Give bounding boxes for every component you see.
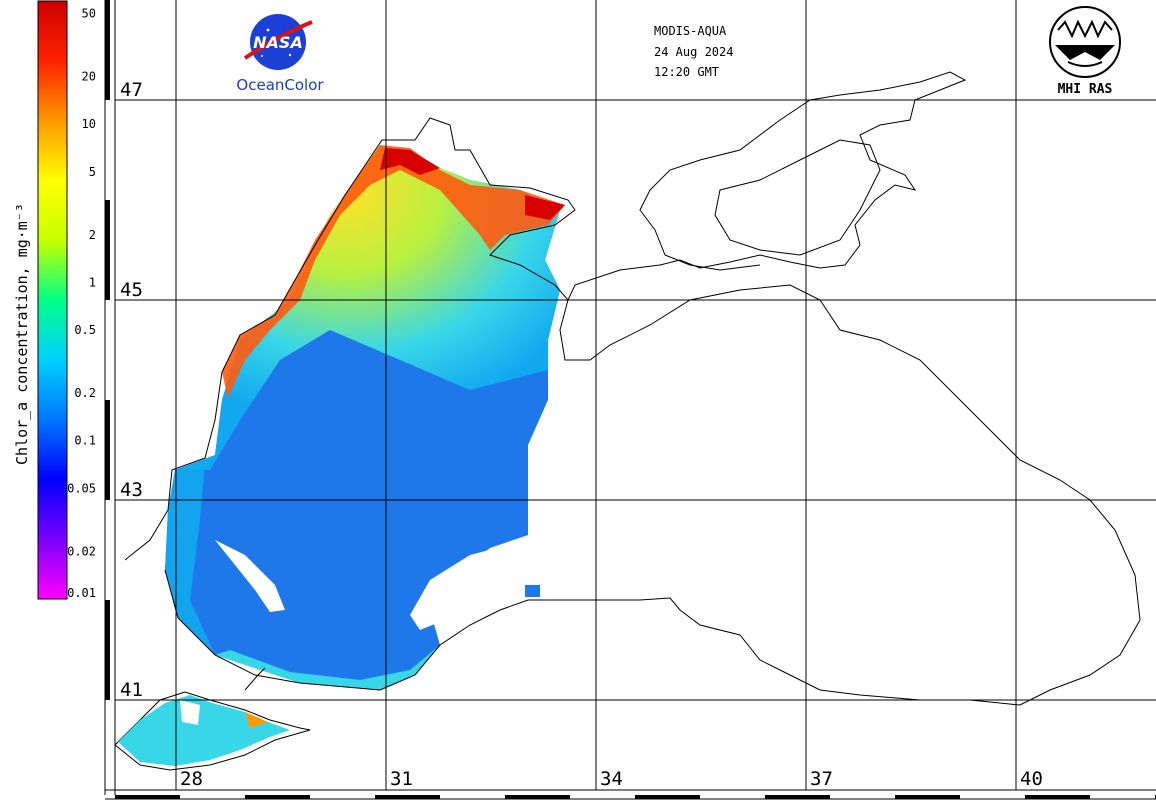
- colorbar-tick-label: 20: [82, 70, 96, 84]
- no-data-cloud-central: [215, 540, 285, 612]
- oceancolor-wordmark: OceanColor: [236, 76, 324, 94]
- colorbar-tick-label: 0.5: [74, 323, 96, 337]
- black-sea-chlorophyll-field: [165, 145, 565, 690]
- image-header: MODIS-AQUA 24 Aug 2024 12:20 GMT: [654, 24, 733, 79]
- colorbar-tick-label: 2: [89, 228, 96, 242]
- colorbar-tick-label: 1: [89, 275, 96, 289]
- lon-label-37: 37: [810, 768, 833, 790]
- colorbar-tick-label: 10: [82, 117, 96, 131]
- colorbar-title: Chlor_a concentration, mg·m⁻³: [13, 203, 31, 465]
- shelf-zone: [175, 145, 560, 470]
- lon-label-28: 28: [180, 768, 203, 790]
- coastline: [114, 71, 1141, 771]
- mhi-wordmark: MHI RAS: [1058, 82, 1113, 97]
- high-chlorophyll-coastal-strip: [222, 145, 565, 398]
- lat-label-41: 41: [120, 679, 143, 701]
- nasa-wordmark: NASA: [253, 33, 303, 52]
- lat-label-45: 45: [120, 279, 143, 301]
- lon-label-31: 31: [390, 768, 413, 790]
- colorbar-ticks: 50 20 10 5 2 1 0.5 0.2 0.1 0.05 0.02 0.01: [67, 7, 96, 600]
- colorbar: 50 20 10 5 2 1 0.5 0.2 0.1 0.05 0.02 0.01 Chlor_a c…: [13, 0, 96, 600]
- no-data-edge-east: [528, 400, 560, 545]
- lat-label-47: 47: [120, 79, 143, 101]
- latitude-labels: 47 45 43 41: [120, 79, 143, 701]
- colorbar-tick-label: 0.05: [67, 481, 96, 495]
- longitude-labels: 28 31 34 37 40: [180, 768, 1043, 790]
- colorbar-tick-label: 5: [89, 165, 96, 179]
- lon-label-40: 40: [1020, 768, 1043, 790]
- colorbar-ramp: [37, 0, 68, 600]
- no-data-speck: [525, 585, 540, 597]
- colorbar-tick-label: 0.1: [74, 434, 96, 448]
- colorbar-tick-label: 0.2: [74, 386, 96, 400]
- graticule: [115, 0, 1156, 790]
- lon-label-34: 34: [600, 768, 623, 790]
- no-data-cloud-south: [410, 540, 528, 630]
- southern-coastal-zone: [215, 645, 440, 690]
- map-frame-ruler: [104, 0, 1156, 800]
- mhi-ras-logo: MHI RAS: [1049, 6, 1121, 97]
- western-coastal-zone: [165, 460, 215, 655]
- nasa-oceancolor-logo: NASA OceanColor: [236, 14, 324, 94]
- marmara-sea-field: [118, 695, 290, 766]
- colorbar-tick-label: 0.02: [67, 544, 96, 558]
- colorbar-tick-label: 50: [82, 7, 96, 21]
- very-high-chlorophyll-core: [380, 148, 565, 220]
- mhi-emblem-icon: [1049, 6, 1121, 78]
- colorbar-tick-label: 0.01: [67, 586, 96, 600]
- lat-label-43: 43: [120, 479, 143, 501]
- sensor-name: MODIS-AQUA: [654, 24, 727, 38]
- acquisition-time: 12:20 GMT: [654, 65, 719, 79]
- nasa-meatball-icon: [250, 14, 306, 70]
- acquisition-date: 24 Aug 2024: [654, 45, 733, 59]
